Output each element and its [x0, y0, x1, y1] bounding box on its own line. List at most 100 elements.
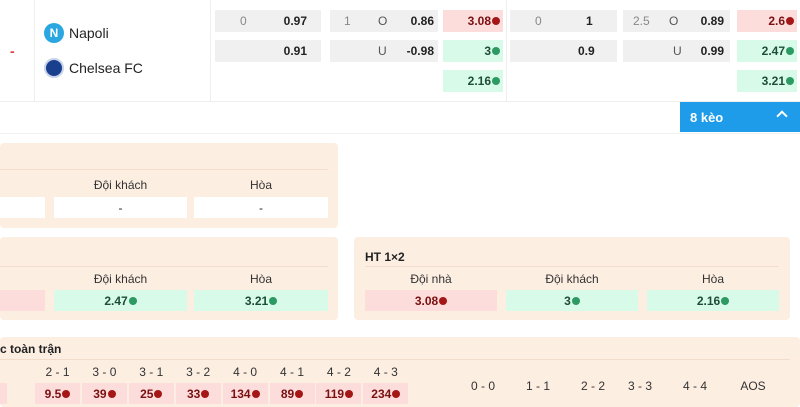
score-odds-cell[interactable]: 25	[128, 383, 174, 404]
odds-value: 0.99	[700, 44, 724, 58]
section-divider	[0, 133, 800, 134]
score-label: 3 - 1	[139, 365, 164, 379]
odds-cell[interactable]: 3	[443, 40, 503, 62]
odds-value: 2.16	[696, 293, 721, 308]
odds-cell[interactable]: 2.47	[54, 290, 187, 311]
draw-score-label: 1 - 1	[525, 379, 550, 393]
odds-value: 2.47	[104, 293, 128, 308]
odds-cell[interactable]: 3	[506, 290, 638, 311]
odds-cell[interactable]: U -0.98	[330, 40, 438, 62]
odds-value: 0.97	[283, 14, 307, 28]
score-odds-cell[interactable]: 39	[81, 383, 127, 404]
panel-title: HT 1×2	[365, 250, 405, 264]
napoli-logo-icon: N	[44, 23, 64, 43]
odds-cell[interactable]: -	[54, 197, 187, 218]
odds-cell[interactable]: 0.91	[215, 40, 321, 62]
score-odds-cell[interactable]: 33	[175, 383, 221, 404]
odds-cell[interactable]: -	[194, 197, 328, 218]
more-odds-label: 8 kèo	[690, 109, 724, 125]
home-team[interactable]: N Napoli	[44, 23, 109, 43]
handicap: 0	[535, 14, 542, 28]
col-label: Hòa	[249, 272, 272, 286]
handicap: 0	[240, 14, 247, 28]
over-label: O	[378, 14, 388, 28]
odds-value: 234	[371, 386, 392, 401]
score-label: 3 - 0	[92, 365, 117, 379]
col-label: Hòa	[701, 272, 724, 286]
up-arrow-icon	[269, 296, 278, 305]
odds-cell[interactable]: U 0.99	[623, 40, 730, 62]
odds-value: 0.91	[283, 44, 307, 58]
market-panel-2: Đội khách Hòa 2.47 3.21	[0, 237, 338, 320]
odds-cell[interactable]: 3.21	[194, 290, 328, 311]
down-arrow-icon	[62, 389, 71, 398]
col-label: Đội khách	[545, 272, 599, 286]
odds-value: 3	[484, 44, 491, 58]
score-odds-cell[interactable]: 9.5	[35, 383, 80, 404]
under-label: U	[378, 44, 387, 58]
more-odds-button[interactable]: 8 kèo	[680, 102, 800, 132]
odds-cell[interactable]	[0, 197, 45, 218]
odds-cell[interactable]: 1 O 0.86	[330, 10, 438, 32]
odds-value: 2.16	[467, 74, 491, 88]
odds-value: 3	[564, 293, 571, 308]
score-label: 2 - 1	[45, 365, 70, 379]
odds-value: 2.47	[761, 44, 785, 58]
score-label: 4 - 1	[279, 365, 304, 379]
odds-cell[interactable]: 2.16	[647, 290, 779, 311]
odds-cell[interactable]: 2.47	[737, 40, 797, 62]
odds-value: 3.08	[414, 293, 439, 308]
panel-title: c toàn trận	[0, 342, 62, 356]
odds-cell[interactable]: 0.9	[510, 40, 617, 62]
odds-cell[interactable]: 2.6	[737, 10, 797, 32]
up-arrow-icon	[571, 296, 580, 305]
odds-cell[interactable]: 3.08	[443, 10, 503, 32]
score-label: 0	[0, 365, 7, 379]
odds-value: 3.21	[761, 74, 785, 88]
down-arrow-icon	[492, 17, 500, 25]
score-odds-cell[interactable]: 119	[316, 383, 362, 404]
odds-cell[interactable]: 2.5 O 0.89	[623, 10, 730, 32]
odds-value: 2.6	[768, 14, 785, 28]
odds-value: 33	[187, 386, 201, 401]
draw-score-label: AOS	[740, 379, 766, 393]
up-arrow-icon	[492, 47, 500, 55]
score-label: 4 - 3	[373, 365, 398, 379]
chevron-up-icon	[776, 110, 788, 122]
over-label: O	[669, 14, 679, 28]
line: 2.5	[633, 14, 650, 28]
odds-value: 119	[324, 386, 345, 401]
odds-cell[interactable]	[0, 290, 45, 311]
score-label: 3 - 2	[186, 365, 211, 379]
line: 1	[344, 14, 351, 28]
odds-value: 0.9	[578, 44, 595, 58]
teams-column	[34, 0, 211, 101]
odds-cell[interactable]: 3.08	[365, 290, 497, 311]
score-odds-cell[interactable]: 234	[363, 383, 409, 404]
away-team[interactable]: Chelsea FC	[44, 58, 143, 78]
home-team-name: Napoli	[69, 25, 109, 41]
col-label: Đội khách	[93, 178, 148, 192]
down-arrow-icon	[786, 17, 794, 25]
down-arrow-icon	[107, 389, 116, 398]
odds-value: 0.89	[700, 14, 724, 28]
up-arrow-icon	[721, 296, 730, 305]
score-odds-cell[interactable]: 134	[222, 383, 268, 404]
odds-value: -0.98	[406, 44, 434, 58]
score-odds-cell[interactable]: 89	[269, 383, 315, 404]
up-arrow-icon	[786, 77, 794, 85]
col-label: Đội khách	[93, 272, 148, 286]
up-arrow-icon	[786, 47, 794, 55]
odds-value: 1	[586, 14, 593, 28]
score-label: 4 - 2	[326, 365, 351, 379]
divider	[506, 0, 507, 101]
away-team-name: Chelsea FC	[69, 60, 143, 76]
score-odds-cell[interactable]: 0	[0, 383, 7, 404]
down-arrow-icon	[201, 389, 210, 398]
odds-cell[interactable]: 2.16	[443, 70, 503, 92]
draw-score-label: 3 - 3	[627, 379, 652, 393]
odds-cell[interactable]: 0 0.97	[215, 10, 321, 32]
odds-cell[interactable]: 3.21	[737, 70, 797, 92]
odds-value: 0.86	[410, 14, 434, 28]
